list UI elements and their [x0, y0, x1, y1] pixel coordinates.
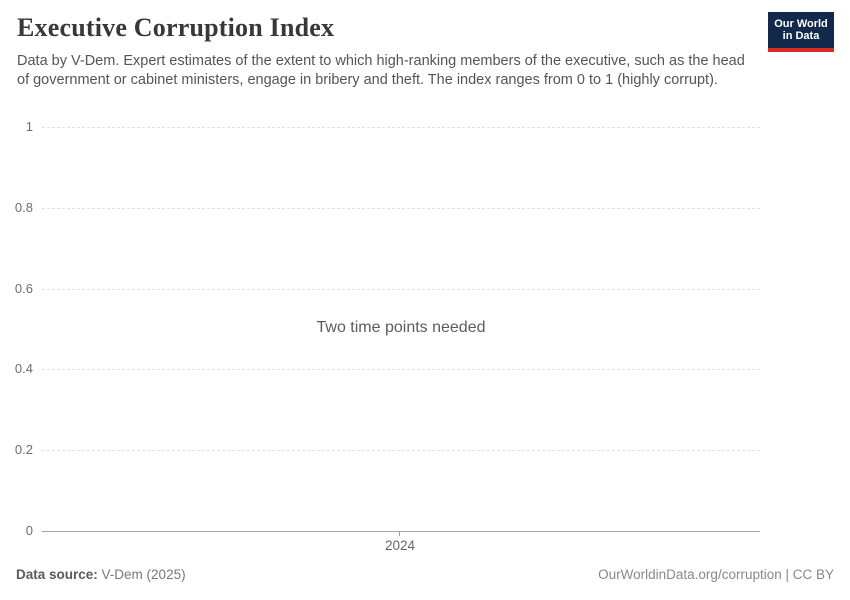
owid-logo-line1: Our World	[774, 17, 828, 30]
x-tick-mark	[399, 532, 400, 536]
no-data-message: Two time points needed	[316, 319, 486, 336]
y-tick-label: 0.6	[14, 281, 33, 296]
gridline	[42, 127, 760, 128]
gridline	[42, 208, 760, 209]
owid-logo-line2: in Data	[782, 30, 820, 42]
owid-logo[interactable]: Our World in Data	[768, 12, 834, 52]
y-tick-label: 0.4	[14, 361, 33, 376]
data-source-value: V-Dem (2025)	[101, 567, 186, 582]
axis-line	[42, 531, 760, 532]
y-tick-label: 0.8	[14, 200, 33, 215]
y-tick-label: 1	[25, 119, 33, 134]
chart-title: Executive Corruption Index	[17, 13, 335, 42]
gridline	[42, 450, 760, 451]
chart-subtitle: Data by V-Dem. Expert estimates of the e…	[17, 53, 745, 88]
y-tick-label: 0	[25, 523, 33, 538]
y-tick-label: 0.2	[14, 442, 33, 457]
gridline	[42, 289, 760, 290]
data-source: Data source: V-Dem (2025)	[16, 567, 186, 582]
chart-footer: Data source: V-Dem (2025) OurWorldinData…	[16, 567, 834, 582]
data-source-label: Data source:	[16, 567, 98, 582]
attribution-link[interactable]: OurWorldinData.org/corruption | CC BY	[598, 567, 834, 582]
gridline	[42, 369, 760, 370]
x-tick-label: 2024	[384, 538, 416, 553]
